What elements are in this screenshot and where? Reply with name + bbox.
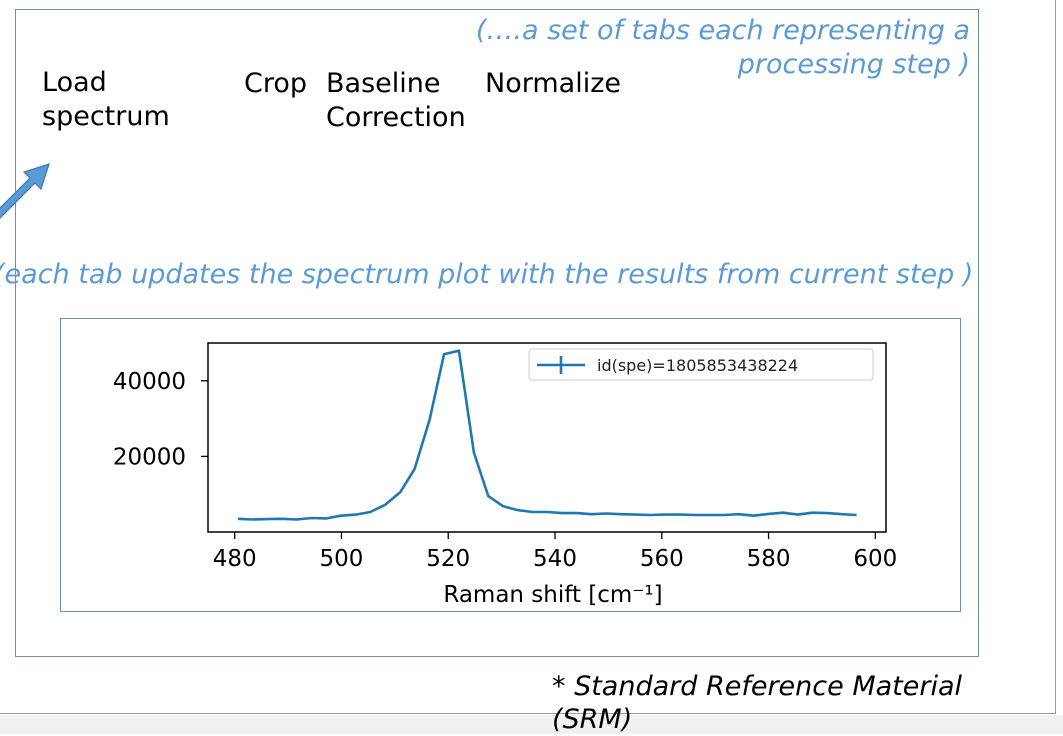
tab-crop[interactable]: Crop [244,67,307,101]
plot-axes-box [207,342,887,533]
x-tick-label: 560 [640,546,684,572]
series-line [237,349,857,521]
tabs-annotation: (….a set of tabs each representing a pro… [475,15,970,80]
tab-baseline-correction[interactable]: Baseline Correction [326,67,466,135]
tab-load-spectrum[interactable]: Load spectrum [42,66,170,134]
tab-crop-label: Crop [244,68,308,99]
legend-label: id(spe)=1805853438224 [597,356,798,375]
x-tick-label: 600 [853,546,897,572]
x-tick-label: 480 [213,546,257,572]
x-tick-label: 580 [747,546,791,572]
x-axis-label: Raman shift [cm⁻¹] [443,582,662,608]
page-edge [0,0,1056,714]
tab-normalize-label: Normalize [485,68,621,99]
y-tick-label: 20000 [113,444,186,470]
arrow-icon [0,163,50,219]
update-annotation: (each tab updates the spectrum plot with… [0,259,974,290]
spectrum-plot-frame [60,318,961,612]
bottom-strip [0,715,1063,734]
tab-normalize[interactable]: Normalize [485,67,621,101]
x-tick-label: 520 [426,546,470,572]
x-tick-label: 540 [533,546,577,572]
tab-baseline-correction-label: Baseline Correction [326,68,466,133]
legend-box [528,348,874,381]
y-tick-label: 40000 [113,369,186,395]
workflow-frame [15,9,979,657]
arrow-shape [0,163,50,219]
x-tick-label: 500 [320,546,364,572]
footnote: * Standard Reference Material (SRM) [552,671,963,735]
tab-load-spectrum-label: Load spectrum [42,67,170,132]
